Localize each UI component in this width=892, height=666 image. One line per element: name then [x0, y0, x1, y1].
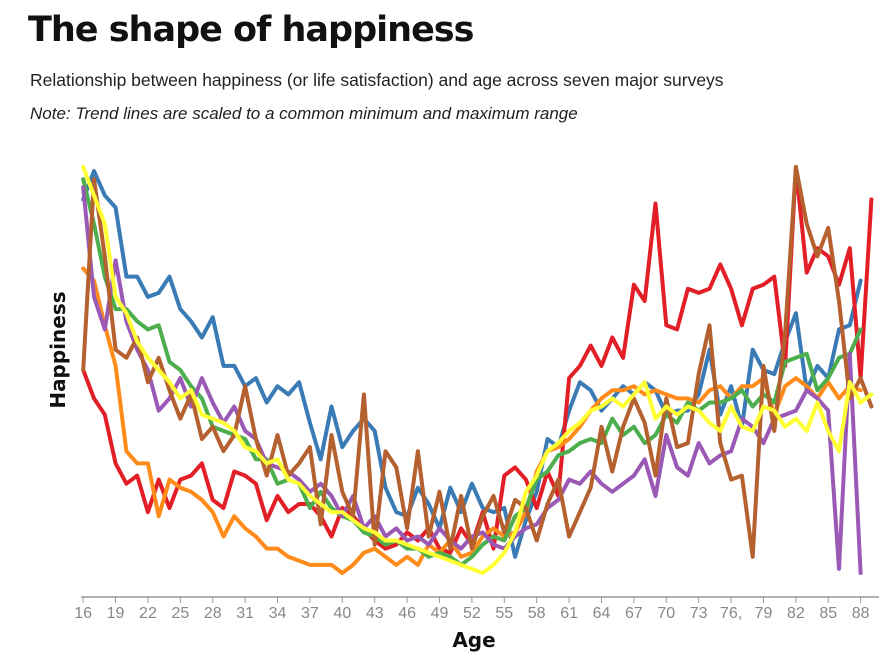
- chart-note: Note: Trend lines are scaled to a common…: [30, 104, 578, 123]
- x-axis-label: Age: [452, 628, 496, 652]
- series-line-5: [81, 185, 863, 575]
- x-tick-label: 82: [787, 605, 805, 622]
- x-tick-label: 22: [139, 605, 157, 622]
- x-tick-label: 46: [398, 605, 416, 622]
- series-line-1: [81, 169, 863, 559]
- x-tick-label: 73: [690, 605, 708, 622]
- x-tick-label: 16: [74, 605, 92, 622]
- series-line-4: [81, 177, 863, 567]
- x-tick-label: 28: [204, 605, 222, 622]
- x-tick-label: 70: [657, 605, 675, 622]
- x-tick-label: 58: [528, 605, 546, 622]
- series-line-7: [81, 165, 874, 575]
- series-line-6: [81, 165, 874, 559]
- chart-title: The shape of happiness: [28, 10, 474, 50]
- x-tick-label: 85: [819, 605, 837, 622]
- x-tick-label: 43: [366, 605, 384, 622]
- x-tick-label: 25: [171, 605, 189, 622]
- x-tick-label: 76,: [720, 605, 742, 622]
- series-layer: [81, 165, 874, 575]
- x-tick-label: 79: [755, 605, 773, 622]
- x-tick-label: 55: [495, 605, 513, 622]
- x-tick-label: 37: [301, 605, 319, 622]
- x-tick-label: 49: [431, 605, 449, 622]
- x-tick-label: 67: [625, 605, 643, 622]
- x-tick-label: 64: [593, 605, 611, 622]
- x-tick-label: 88: [852, 605, 870, 622]
- x-tick-label: 31: [236, 605, 254, 622]
- x-tick-label: 52: [463, 605, 481, 622]
- x-tick-layer: 16 19 22 25 28 31 34 37 40 43 46 49 52 55 58 61 64 67 70 73…: [74, 597, 870, 622]
- x-tick-label: 40: [333, 605, 351, 622]
- x-tick-label: 34: [269, 605, 287, 622]
- chart-subtitle: Relationship between happiness (or life …: [30, 70, 724, 90]
- x-tick-label: 19: [107, 605, 125, 622]
- x-tick-label: 61: [560, 605, 578, 622]
